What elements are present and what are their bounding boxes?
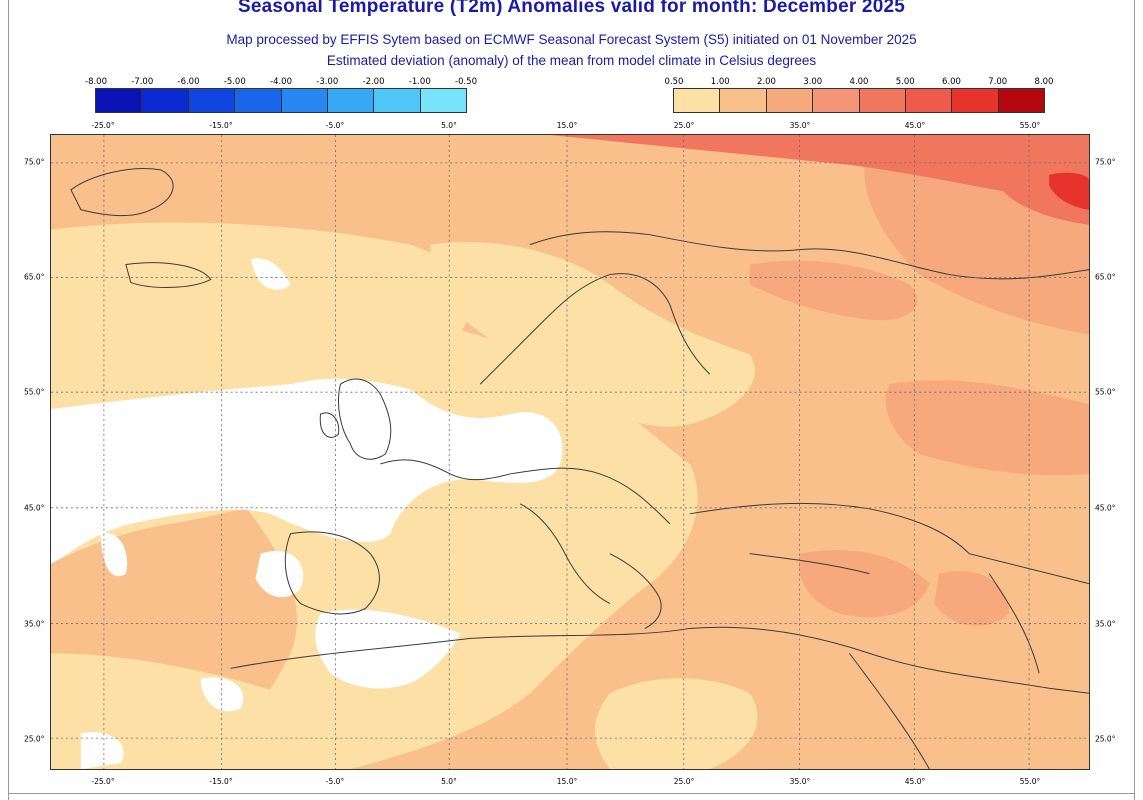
latitude-label-right-4: 35.0° xyxy=(1095,619,1116,629)
colorbar-negative-label-0: -8.00 xyxy=(85,77,107,87)
longitude-label-bottom-6: 35.0° xyxy=(789,777,811,786)
map-subtitle-source: Map processed by EFFIS Sytem based on EC… xyxy=(226,32,917,47)
colorbar-positive-swatch-5 xyxy=(905,89,953,112)
longitude-label-top-5: 25.0° xyxy=(673,121,695,130)
colorbar-negative-label-8: -0.50 xyxy=(455,77,477,87)
coastlines xyxy=(70,168,1089,769)
colorbar-negative-label-5: -3.00 xyxy=(316,77,339,87)
colorbar-positive-swatch-4 xyxy=(859,89,906,112)
colorbar-positive-swatch-2 xyxy=(766,89,814,112)
colorbar-negative-label-3: -5.00 xyxy=(223,77,246,87)
anomaly-zone-very-hot xyxy=(1049,172,1089,210)
colorbar-negative-label-1: -7.00 xyxy=(131,77,154,87)
colorbar-positive-label-8: 8.00 xyxy=(1034,77,1054,87)
colorbar-positive-swatch-6 xyxy=(952,89,999,112)
colorbar-positive xyxy=(673,88,1045,113)
map-graticule xyxy=(51,135,1089,769)
colorbar-positive-label-5: 5.00 xyxy=(895,77,915,87)
colorbar-negative-label-4: -4.00 xyxy=(270,77,292,87)
longitude-label-top-0: -25.0° xyxy=(91,121,115,130)
longitude-label-top-6: 35.0° xyxy=(789,121,811,130)
latitude-label-left-3: 45.0° xyxy=(24,503,45,513)
longitude-label-bottom-4: 15.0° xyxy=(556,777,578,786)
latitude-label-right-2: 55.0° xyxy=(1095,387,1116,397)
anomaly-zone-neutral xyxy=(51,258,563,769)
longitude-label-bottom-0: -25.0° xyxy=(91,777,115,786)
colorbar-negative-label-6: -2.00 xyxy=(362,77,385,87)
colorbar-negative-swatch-0 xyxy=(96,89,143,112)
anomaly-map xyxy=(50,134,1090,770)
longitude-label-top-3: 5.0° xyxy=(441,121,457,130)
colorbar-positive-label-6: 6.00 xyxy=(942,77,961,87)
colorbar-positive-swatch-7 xyxy=(998,89,1044,112)
colorbar-negative-swatch-1 xyxy=(142,89,189,112)
latitude-label-right-0: 75.0° xyxy=(1095,157,1116,167)
longitude-label-top-2: -5.0° xyxy=(325,121,345,130)
longitude-label-bottom-3: 5.0° xyxy=(441,777,457,786)
colorbar-positive-label-2: 2.00 xyxy=(757,77,776,87)
colorbar-positive-swatch-1 xyxy=(720,89,767,112)
colorbar-positive-label-4: 4.00 xyxy=(849,77,869,87)
frame-bottom xyxy=(8,793,1135,794)
frame-right xyxy=(1134,0,1135,800)
colorbar-negative-swatch-7 xyxy=(420,89,466,112)
colorbar-positive-label-3: 3.00 xyxy=(803,77,823,87)
latitude-label-left-4: 35.0° xyxy=(24,619,45,629)
colorbar-negative-swatch-2 xyxy=(188,89,236,112)
colorbar-positive-swatch-0 xyxy=(674,89,721,112)
colorbar-negative-swatch-3 xyxy=(235,89,282,112)
longitude-label-bottom-7: 45.0° xyxy=(904,777,926,786)
map-title: Seasonal Temperature (T2m) Anomalies val… xyxy=(238,0,905,17)
colorbar-negative-swatch-6 xyxy=(374,89,421,112)
frame-left xyxy=(8,0,9,800)
colorbar-positive-label-0: 0.50 xyxy=(664,77,684,87)
latitude-label-right-1: 65.0° xyxy=(1095,272,1116,282)
longitude-label-top-1: -15.0° xyxy=(209,121,233,130)
latitude-label-left-0: 75.0° xyxy=(24,157,45,167)
colorbar-negative-swatch-5 xyxy=(327,89,375,112)
longitude-label-bottom-1: -15.0° xyxy=(209,777,233,786)
colorbar-positive-swatch-3 xyxy=(813,89,860,112)
longitude-label-bottom-5: 25.0° xyxy=(673,777,695,786)
latitude-label-left-2: 55.0° xyxy=(24,387,45,397)
latitude-label-right-3: 45.0° xyxy=(1095,503,1116,513)
longitude-label-top-8: 55.0° xyxy=(1019,121,1041,130)
longitude-label-top-7: 45.0° xyxy=(904,121,926,130)
map-subtitle-units: Estimated deviation (anomaly) of the mea… xyxy=(326,53,817,68)
colorbar-negative-label-2: -6.00 xyxy=(177,77,200,87)
latitude-label-left-5: 25.0° xyxy=(24,734,45,744)
colorbar-negative-label-7: -1.00 xyxy=(408,77,431,87)
colorbar-positive-label-7: 7.00 xyxy=(988,77,1008,87)
longitude-label-bottom-8: 55.0° xyxy=(1019,777,1041,786)
latitude-label-right-5: 25.0° xyxy=(1095,734,1116,744)
colorbar-positive-label-1: 1.00 xyxy=(710,77,730,87)
longitude-label-bottom-2: -5.0° xyxy=(325,777,345,786)
colorbar-negative xyxy=(95,88,467,113)
latitude-label-left-1: 65.0° xyxy=(24,272,45,282)
colorbar-negative-swatch-4 xyxy=(281,89,328,112)
longitude-label-top-4: 15.0° xyxy=(556,121,578,130)
